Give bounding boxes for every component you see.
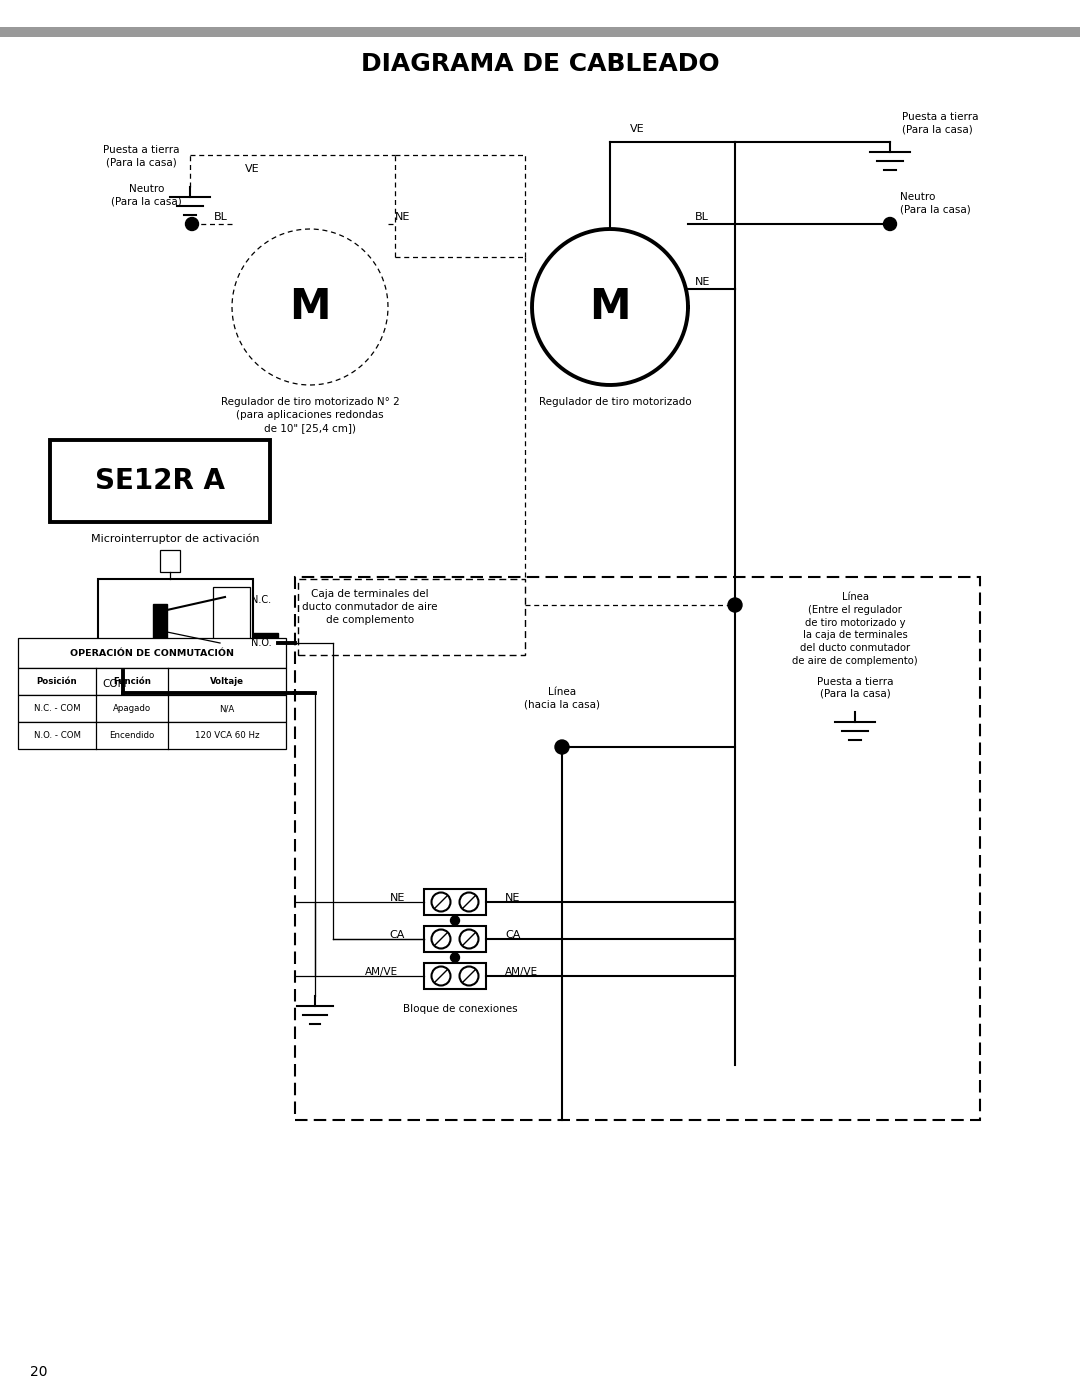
FancyBboxPatch shape	[18, 668, 286, 694]
Text: NE: NE	[696, 277, 711, 286]
FancyBboxPatch shape	[424, 926, 486, 951]
Text: N.O.: N.O.	[251, 638, 272, 648]
FancyBboxPatch shape	[295, 577, 980, 1120]
Text: 20: 20	[30, 1365, 48, 1379]
Text: VE: VE	[630, 124, 645, 134]
FancyBboxPatch shape	[424, 963, 486, 989]
Text: Bloque de conexiones: Bloque de conexiones	[403, 1004, 517, 1014]
Text: BL: BL	[214, 212, 228, 222]
Text: M: M	[590, 286, 631, 328]
Text: Función: Función	[113, 678, 151, 686]
FancyBboxPatch shape	[424, 888, 486, 915]
Circle shape	[555, 740, 569, 754]
Text: 120 VCA 60 Hz: 120 VCA 60 Hz	[194, 731, 259, 740]
Text: VE: VE	[245, 163, 259, 175]
Circle shape	[450, 953, 459, 963]
Text: CA: CA	[505, 930, 521, 940]
Text: Regulador de tiro motorizado N° 2
(para aplicaciones redondas
de 10" [25,4 cm]): Regulador de tiro motorizado N° 2 (para …	[220, 397, 400, 433]
Text: NE: NE	[390, 893, 405, 902]
Text: Caja de terminales del
ducto conmutador de aire
de complemento: Caja de terminales del ducto conmutador …	[302, 590, 437, 626]
Text: Línea
(hacia la casa): Línea (hacia la casa)	[524, 687, 600, 710]
FancyBboxPatch shape	[18, 694, 286, 722]
Text: N/A: N/A	[219, 704, 234, 712]
Text: Puesta a tierra
(Para la casa): Puesta a tierra (Para la casa)	[902, 112, 978, 134]
Text: NE: NE	[505, 893, 521, 902]
Text: DIAGRAMA DE CABLEADO: DIAGRAMA DE CABLEADO	[361, 52, 719, 75]
Text: Neutro
(Para la casa): Neutro (Para la casa)	[111, 184, 183, 205]
Text: Microinterruptor de activación: Microinterruptor de activación	[91, 534, 259, 543]
Text: M: M	[289, 286, 330, 328]
Text: AM/VE: AM/VE	[505, 967, 538, 977]
FancyBboxPatch shape	[18, 722, 286, 749]
Text: N.C.: N.C.	[251, 595, 271, 605]
Text: NE: NE	[395, 212, 410, 222]
Circle shape	[883, 218, 896, 231]
Circle shape	[728, 598, 742, 612]
Text: CA: CA	[390, 930, 405, 940]
FancyBboxPatch shape	[18, 638, 286, 668]
FancyBboxPatch shape	[50, 440, 270, 522]
FancyBboxPatch shape	[97, 578, 253, 671]
Text: Puesta a tierra
(Para la casa): Puesta a tierra (Para la casa)	[816, 678, 893, 698]
FancyBboxPatch shape	[253, 633, 278, 652]
Bar	[0, 27, 1080, 36]
FancyBboxPatch shape	[298, 578, 525, 655]
Text: SE12R A: SE12R A	[95, 467, 225, 495]
Circle shape	[186, 218, 199, 231]
FancyBboxPatch shape	[160, 550, 180, 571]
Text: Neutro
(Para la casa): Neutro (Para la casa)	[900, 193, 971, 214]
Text: Regulador de tiro motorizado: Regulador de tiro motorizado	[539, 397, 691, 407]
Text: BL: BL	[696, 212, 708, 222]
FancyBboxPatch shape	[153, 604, 167, 643]
Text: Puesta a tierra
(Para la casa): Puesta a tierra (Para la casa)	[104, 145, 180, 168]
Text: Apagado: Apagado	[113, 704, 151, 712]
Text: Línea
(Entre el regulador
de tiro motorizado y
la caja de terminales
del ducto c: Línea (Entre el regulador de tiro motori…	[793, 592, 918, 666]
Text: AM/VE: AM/VE	[365, 967, 399, 977]
Text: N.C. - COM: N.C. - COM	[33, 704, 80, 712]
Text: OPERACIÓN DE CONMUTACIÓN: OPERACIÓN DE CONMUTACIÓN	[70, 648, 234, 658]
Text: Encendido: Encendido	[109, 731, 154, 740]
Text: COM: COM	[103, 679, 127, 689]
FancyBboxPatch shape	[213, 587, 249, 655]
Text: Posición: Posición	[37, 678, 78, 686]
Text: N.O. - COM: N.O. - COM	[33, 731, 81, 740]
Text: Voltaje: Voltaje	[210, 678, 244, 686]
Circle shape	[450, 916, 459, 925]
